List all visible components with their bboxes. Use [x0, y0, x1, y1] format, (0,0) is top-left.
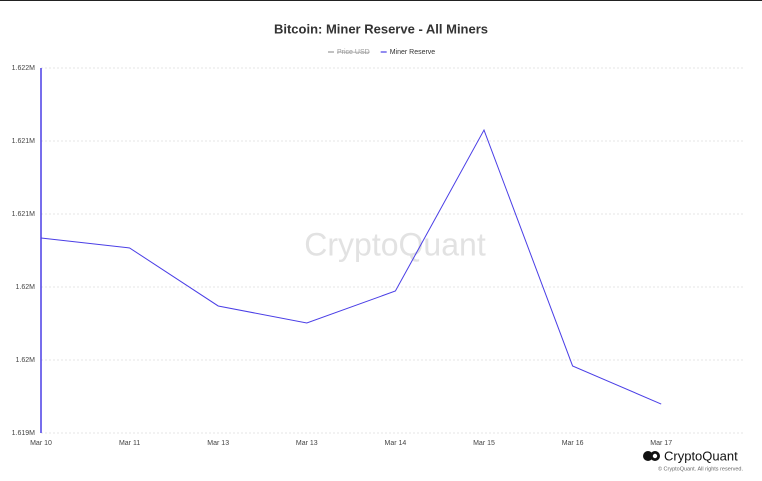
x-tick-label: Mar 17: [650, 440, 672, 447]
y-tick-label: 1.622M: [12, 65, 36, 72]
x-tick-label: Mar 16: [562, 440, 584, 447]
y-tick-label: 1.62M: [16, 284, 36, 291]
legend-label[interactable]: Miner Reserve: [390, 49, 436, 56]
brand-logo: [643, 451, 660, 461]
x-tick-label: Mar 13: [296, 440, 318, 447]
y-tick-label: 1.62M: [16, 357, 36, 364]
brand-name: CryptoQuant: [664, 448, 738, 463]
x-tick-label: Mar 13: [207, 440, 229, 447]
x-tick-label: Mar 14: [385, 440, 407, 447]
copyright: © CryptoQuant. All rights reserved.: [658, 465, 744, 472]
x-tick-label: Mar 10: [30, 440, 52, 447]
x-tick-label: Mar 11: [119, 440, 140, 447]
watermark: CryptoQuant: [304, 226, 486, 262]
legend-label[interactable]: Price USD: [337, 49, 370, 56]
y-tick-label: 1.621M: [12, 211, 36, 218]
chart-title: Bitcoin: Miner Reserve - All Miners: [274, 21, 488, 36]
x-tick-label: Mar 15: [473, 440, 495, 447]
series-line: [40, 128, 662, 405]
y-tick-label: 1.621M: [12, 138, 36, 145]
y-tick-label: 1.619M: [12, 430, 36, 437]
